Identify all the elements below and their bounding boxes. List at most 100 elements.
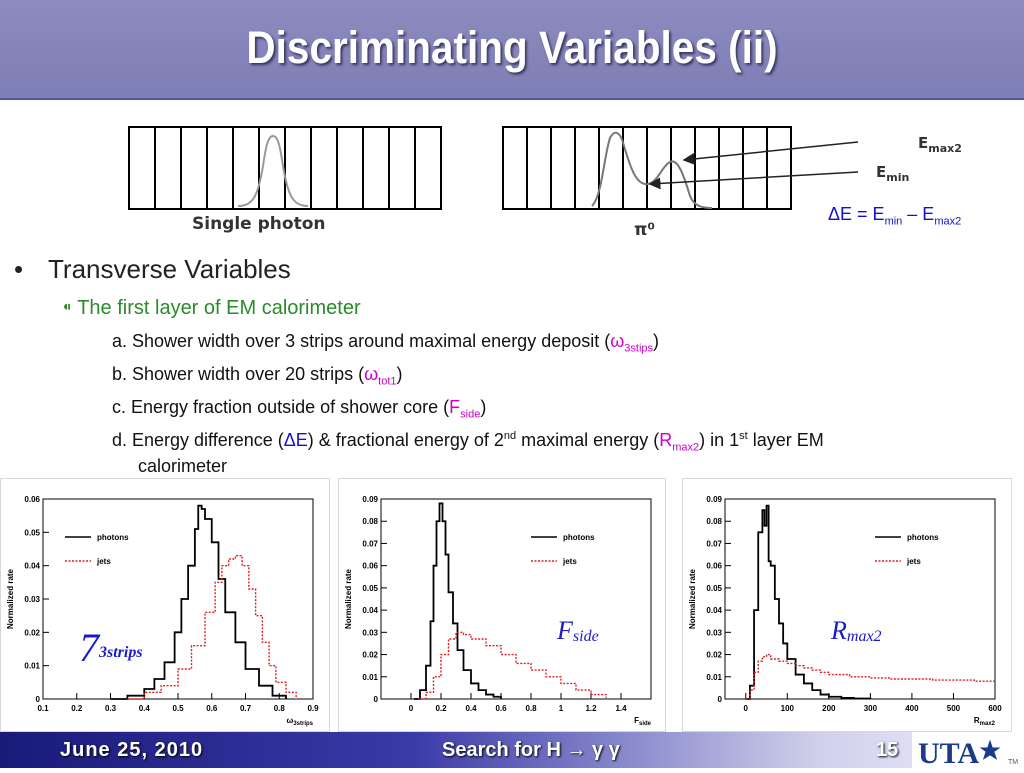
footer-date: June 25, 2010	[60, 739, 204, 761]
footer-title: Search for H → γ γ	[442, 739, 620, 761]
bullet-item-d: d. Energy difference (ΔE) & fractional e…	[112, 430, 824, 454]
bullet-item-d-line2: calorimeter	[138, 456, 228, 476]
hand-pointer-icon: ⁌	[62, 297, 72, 319]
title-bar: Discriminating Variables (ii)	[0, 0, 1024, 100]
y-tick-label: 0	[374, 695, 379, 704]
x-tick-label: 100	[781, 704, 795, 713]
y-tick-label: 0.08	[362, 517, 378, 526]
slide-title: Discriminating Variables (ii)	[246, 22, 778, 73]
bullet-item-b: b. Shower width over 20 strips (ωtot1)	[112, 364, 403, 388]
legend-label: photons	[563, 533, 595, 542]
plot-omega3strips: 0.1 0.2 0.3 0.4 0.5 0.6 0.7 0.8 0.9 0 0.01 0.02 0.03…	[0, 478, 330, 732]
photons-series-line	[414, 502, 502, 700]
x-tick-label: 0.2	[71, 704, 83, 713]
y-tick-label: 0.06	[362, 562, 378, 571]
emin-arrow	[648, 171, 859, 190]
bullet-level1-text: Transverse Variables	[48, 254, 291, 284]
page-number: 15	[876, 739, 899, 761]
x-tick-label: 400	[905, 704, 919, 713]
y-tick-label: 0.03	[706, 628, 722, 637]
plot-frame	[380, 498, 652, 700]
y-tick-label: 0.06	[24, 495, 40, 504]
x-tick-label: 200	[822, 704, 836, 713]
photons-series-line	[745, 504, 872, 700]
x-tick-label: 0.1	[37, 704, 49, 713]
y-tick-label: 0.02	[362, 651, 378, 660]
pi0-caption: π⁰	[634, 220, 655, 240]
y-axis-label: Normalized rate	[344, 568, 353, 629]
bullet-item-c: c. Energy fraction outside of shower cor…	[112, 397, 487, 421]
x-tick-label: 0.7	[240, 704, 252, 713]
y-tick-label: 0.02	[24, 628, 40, 637]
legend-label: jets	[562, 557, 577, 566]
y-tick-label: 0.01	[706, 673, 722, 682]
y-tick-label: 0.03	[362, 628, 378, 637]
pi0-shower-curve	[591, 131, 713, 209]
y-tick-label: 0.07	[362, 539, 378, 548]
y-tick-label: 0.09	[706, 495, 722, 504]
x-tick-label: 0.8	[274, 704, 286, 713]
y-tick-label: 0.02	[706, 651, 722, 660]
bullet-dot-icon: •	[14, 254, 24, 284]
plot-frame	[724, 498, 996, 700]
footer-bar: June 25, 2010 Search for H → γ γ 15	[0, 732, 1024, 768]
legend-label: photons	[907, 533, 939, 542]
y-tick-label: 0.09	[362, 495, 378, 504]
emin-label: Emin	[876, 163, 910, 184]
uta-logo: UTA TM	[912, 732, 1024, 770]
photons-series-line	[110, 504, 287, 700]
y-tick-label: 0.01	[24, 662, 40, 671]
y-tick-label: 0.05	[706, 584, 722, 593]
x-tick-label: 500	[947, 704, 961, 713]
x-tick-label: 0.4	[465, 704, 477, 713]
x-tick-label: 0.6	[495, 704, 507, 713]
bullet-item-a: a. Shower width over 3 strips around max…	[112, 331, 660, 355]
bullet-level2-text: The first layer of EM calorimeter	[77, 297, 361, 319]
legend-label: jets	[906, 557, 921, 566]
x-tick-label: 300	[864, 704, 878, 713]
y-tick-label: 0.04	[362, 606, 378, 615]
x-tick-label: 0.5	[172, 704, 184, 713]
y-tick-label: 0.06	[706, 562, 722, 571]
legend-label: photons	[97, 533, 129, 542]
overlay-symbol-label: 73strips	[79, 625, 143, 670]
y-axis-label: Normalized rate	[688, 568, 697, 629]
x-tick-label: 0.6	[206, 704, 218, 713]
jets-series-line	[745, 653, 995, 700]
y-tick-label: 0.05	[362, 584, 378, 593]
single-photon-caption: Single photon	[192, 214, 326, 234]
overlay-symbol-label: Rmax2	[830, 616, 882, 645]
jets-series-line	[418, 631, 607, 700]
x-axis-label: Fside	[634, 716, 652, 727]
logo-text: UTA	[918, 737, 979, 768]
pi0-strips	[502, 126, 798, 210]
emax2-label: Emax2	[918, 134, 962, 155]
x-axis-label: ω3strips	[287, 716, 314, 727]
y-tick-label: 0.04	[706, 606, 722, 615]
single-photon-shower-curve	[237, 134, 309, 207]
x-tick-label: 0.2	[435, 704, 447, 713]
legend-label: jets	[96, 557, 111, 566]
plot-rmax2: 0 100 200 300 400 500 600 0 0.01 0.02 0.03 0.04 0.05…	[682, 478, 1012, 732]
x-tick-label: 0	[744, 704, 749, 713]
emax2-arrow	[682, 141, 859, 165]
y-tick-label: 0.08	[706, 517, 722, 526]
x-tick-label: 0.4	[139, 704, 151, 713]
trademark-mark: TM	[1008, 759, 1018, 766]
y-axis-label: Normalized rate	[6, 568, 15, 629]
y-tick-label: 0.01	[362, 673, 378, 682]
x-axis-label: Rmax2	[974, 716, 996, 727]
jets-series-line	[127, 554, 297, 700]
x-tick-label: 1	[559, 704, 564, 713]
x-tick-label: 0.3	[105, 704, 117, 713]
delta-e-formula: ΔE = Emin – Emax2	[828, 204, 962, 228]
single-photon-strips	[128, 126, 450, 210]
y-tick-label: 0.03	[24, 595, 40, 604]
y-tick-label: 0.05	[24, 528, 40, 537]
x-tick-label: 600	[988, 704, 1002, 713]
x-tick-label: 1.2	[585, 704, 597, 713]
energy-arrows	[648, 141, 859, 190]
star-icon	[976, 736, 1004, 763]
x-tick-label: 1.4	[615, 704, 627, 713]
y-tick-label: 0.04	[24, 562, 40, 571]
